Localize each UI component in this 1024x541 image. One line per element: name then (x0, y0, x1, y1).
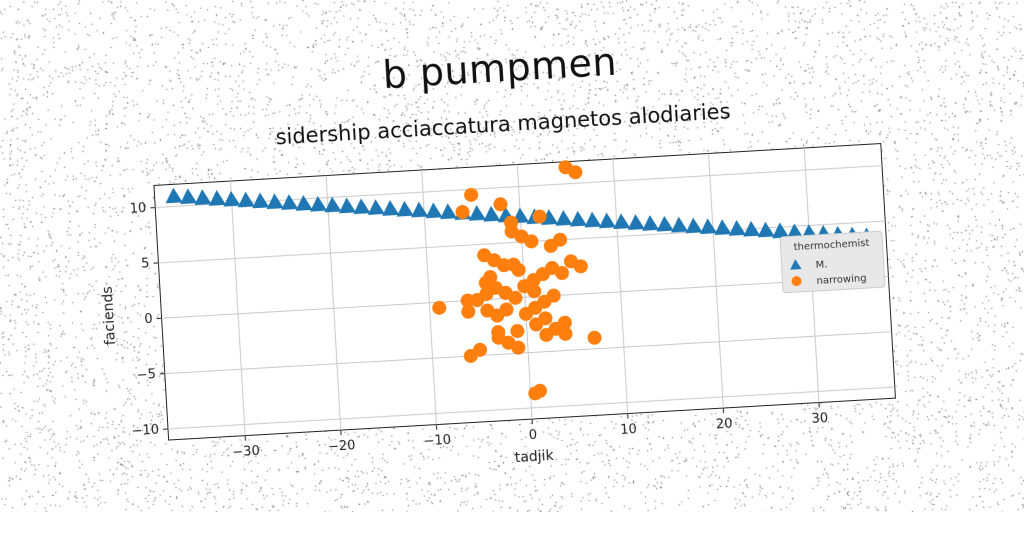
y-tick-label: −5 (136, 367, 156, 383)
y-tick-label: 0 (144, 312, 153, 327)
x-tick-label: 30 (811, 411, 828, 427)
y-tick-label: 5 (141, 256, 150, 271)
x-tick-label: −10 (423, 433, 451, 450)
x-tick-label: 0 (528, 428, 537, 443)
x-tick-label: 10 (620, 422, 637, 438)
x-tick-label: −30 (232, 444, 260, 461)
legend: thermochemist M.narrowing (780, 231, 885, 293)
legend-label: M. (815, 259, 827, 271)
y-tick-label: −10 (131, 422, 159, 439)
y-axis-label: faciends (100, 286, 119, 346)
x-tick-label: −20 (328, 438, 356, 455)
x-axis-label: tadjik (514, 448, 555, 466)
y-tick-label: 10 (129, 201, 146, 217)
x-tick-label: 20 (716, 417, 733, 433)
